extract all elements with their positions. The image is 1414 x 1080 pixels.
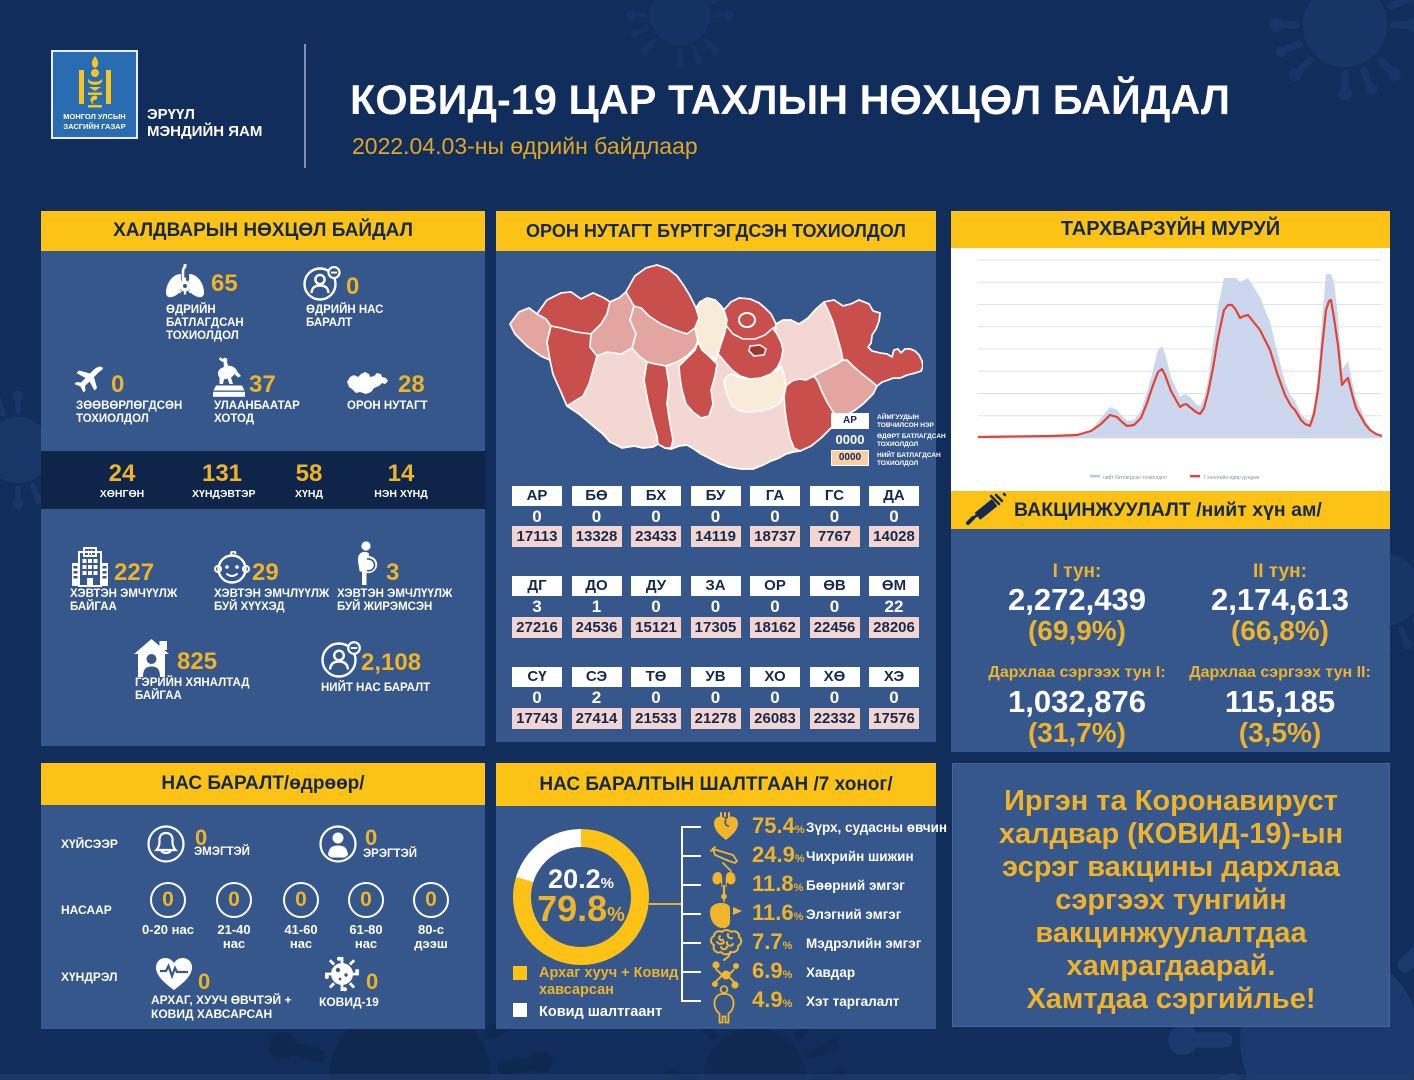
- svg-text:7 хоногийн өдөр дундаж: 7 хоногийн өдөр дундаж: [1203, 474, 1260, 481]
- svg-text:H: H: [87, 551, 92, 558]
- svg-text:нийт батлагдсан тохиолдол: нийт батлагдсан тохиолдол: [1103, 474, 1167, 481]
